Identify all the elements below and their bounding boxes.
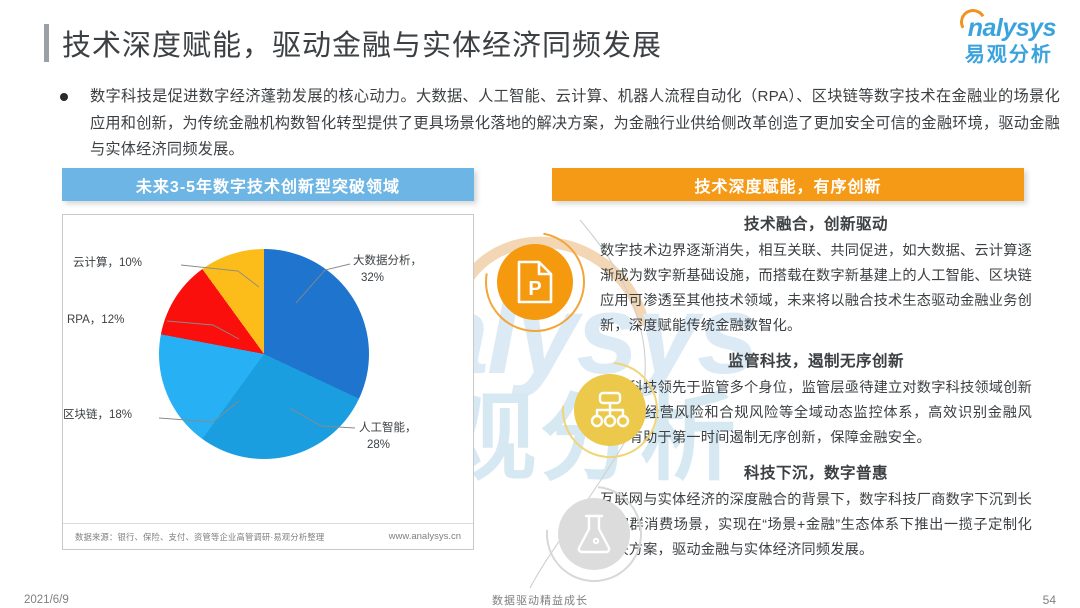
hierarchy-icon: [590, 391, 630, 428]
chart-source-text: 数据来源：银行、保险、支付、资管等企业高管调研·易观分析整理: [75, 531, 325, 542]
pie-label-ai: 人工智能， 28%: [359, 420, 417, 454]
content-block: 监管科技，遏制无序创新 数字科技领先于监管多个身位，监管层亟待建立对数字科技领域…: [600, 349, 1032, 451]
logo-en-label: nalysys: [967, 14, 1057, 42]
title-accent-bar: [44, 24, 49, 62]
block-title: 科技下沉，数字普惠: [743, 465, 888, 482]
intro-bullet-text: 数字科技是促进数字经济蓬勃发展的核心动力。大数据、人工智能、云计算、机器人流程自…: [90, 88, 1060, 158]
banner-right: 技术深度赋能，有序创新: [552, 168, 1024, 201]
pie-label-bigdata: 大数据分析， 32%: [353, 253, 422, 287]
document-p-icon: P: [517, 260, 553, 304]
brand-logo: nalysys 易观分析: [956, 6, 1057, 66]
bullet-dot-icon: [60, 93, 68, 101]
page-title: 技术深度赋能，驱动金融与实体经济同频发展: [44, 22, 662, 64]
pie-label-bigdata-name: 大数据分析，: [353, 255, 422, 267]
flask-icon: [577, 514, 611, 554]
pie-chart-card: 云计算，10% RPA，12% 区块链，18% 大数据分析， 32% 人工智能，…: [62, 214, 474, 550]
banner-left: 未来3-5年数字技术创新型突破领域: [62, 168, 474, 201]
pie-label-bigdata-value: 32%: [361, 272, 385, 284]
footer-date: 2021/6/9: [24, 594, 69, 606]
logo-cn-label: 易观分析: [964, 44, 1053, 66]
block-title: 监管科技，遏制无序创新: [727, 353, 904, 370]
title-text: 技术深度赋能，驱动金融与实体经济同频发展: [62, 30, 663, 62]
pie-label-blockchain: 区块链，18%: [63, 409, 133, 421]
pie-label-ai-value: 28%: [367, 439, 391, 451]
badge-flask: [526, 466, 662, 602]
logo-en-text: nalysys: [956, 6, 1057, 42]
pie-slices: [159, 249, 369, 459]
svg-text:P: P: [528, 278, 541, 300]
badge-document: P: [465, 212, 605, 352]
chart-footer: 数据来源：银行、保险、支付、资管等企业高管调研·易观分析整理 www.analy…: [63, 523, 473, 549]
block-title: 技术融合，创新驱动: [743, 216, 888, 233]
pie-label-rpa: RPA，12%: [67, 314, 125, 326]
block-body: 互联网与实体经济的深度融合的背景下，数字科技厂商数字下沉到长尾客群消费场景，实现…: [600, 492, 1032, 558]
badge-hierarchy: [542, 342, 678, 478]
intro-bullet: 数字科技是促进数字经济蓬勃发展的核心动力。大数据、人工智能、云计算、机器人流程自…: [60, 84, 1060, 164]
pie-label-cloud: 云计算，10%: [73, 257, 143, 269]
pie-leader-lines: [158, 263, 356, 429]
content-block: 科技下沉，数字普惠 互联网与实体经济的深度融合的背景下，数字科技厂商数字下沉到长…: [600, 461, 1032, 563]
badge-circle-1: P: [497, 244, 573, 320]
block-body: 数字技术边界逐渐消失，相互关联、共同促进，如大数据、云计算逐渐成为数字新基础设施…: [600, 243, 1032, 334]
chart-url-text: www.analysys.cn: [388, 531, 461, 542]
footer-slogan: 数据驱动精益成长: [492, 595, 588, 607]
badge-circle-2: [574, 374, 646, 446]
content-block: 技术融合，创新驱动 数字技术边界逐渐消失，相互关联、共同促进，如大数据、云计算逐…: [600, 212, 1032, 339]
pie-chart: [159, 249, 369, 459]
badge-circle-3: [558, 498, 630, 570]
pie-label-ai-name: 人工智能，: [359, 422, 417, 434]
content-blocks: 技术融合，创新驱动 数字技术边界逐渐消失，相互关联、共同促进，如大数据、云计算逐…: [600, 212, 1032, 573]
footer-page-number: 54: [1042, 593, 1056, 607]
block-body: 数字科技领先于监管多个身位，监管层亟待建立对数字科技领域创新风险、经营风险和合规…: [600, 380, 1032, 446]
